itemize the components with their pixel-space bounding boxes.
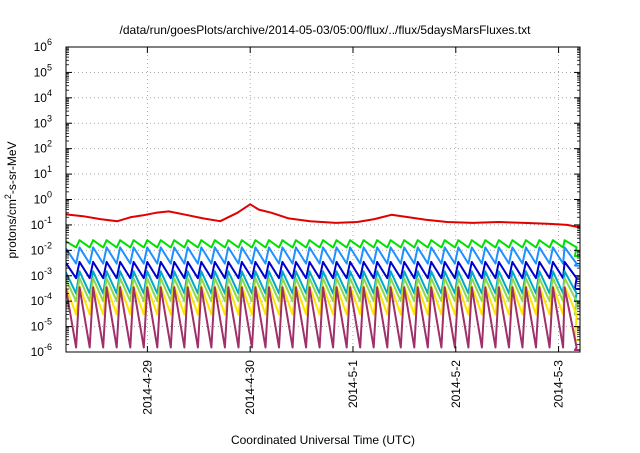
x-tick-label: 2014-5-1 [346,360,360,408]
y-tick-exponent: -3 [44,266,52,276]
x-axis-label: Coordinated Universal Time (UTC) [231,433,415,447]
y-axis-label: protons/cm2-s-sr-MeV [3,141,19,258]
y-tick-base: 10 [31,218,45,232]
y-tick-base: 10 [31,320,45,334]
y-tick-exponent: -4 [44,291,52,301]
y-tick-label: 105 [34,62,52,79]
series-line-5 [66,277,580,316]
x-tick-label: 2014-4-29 [140,360,154,415]
y-tick-label: 101 [34,164,52,181]
y-tick-base: 10 [34,167,48,181]
y-tick-exponent: -5 [44,317,52,327]
x-tick-label: 2014-5-3 [552,360,566,408]
y-tick-label: 106 [34,37,52,54]
y-tick-exponent: -1 [44,215,52,225]
y-tick-label: 10-3 [31,266,52,283]
y-tick-label: 102 [34,139,52,156]
y-axis-label-post: -s-sr-MeV [5,141,19,194]
y-tick-exponent: -6 [44,342,52,352]
series-line-3 [66,260,580,290]
series-line-1 [66,239,580,257]
series-line-4 [66,270,580,303]
y-tick-exponent: 1 [47,164,52,174]
series-line-2 [66,246,580,267]
chart-title: /data/run/goesPlots/archive/2014-05-03/0… [120,23,532,37]
y-tick-label: 100 [34,190,52,207]
y-tick-base: 10 [31,269,45,283]
y-tick-base: 10 [34,142,48,156]
y-tick-exponent: 5 [47,62,52,72]
series-line-7 [66,286,580,351]
x-tick-label: 2014-5-2 [449,360,463,408]
y-tick-exponent: 0 [47,190,52,200]
y-tick-exponent: 2 [47,139,52,149]
y-tick-base: 10 [34,91,48,105]
y-tick-label: 10-1 [31,215,52,232]
x-tick-label: 2014-4-30 [243,360,257,415]
y-tick-label: 10-6 [31,342,52,359]
series-line-0 [66,203,580,229]
y-axis-label-sup: 2 [3,194,13,199]
y-tick-base: 10 [34,193,48,207]
data-series [66,203,580,351]
y-tick-exponent: 3 [47,113,52,123]
y-tick-label: 10-2 [31,240,52,257]
y-tick-base: 10 [34,116,48,130]
y-axis-label-pre: protons/cm [5,199,19,258]
y-tick-base: 10 [34,65,48,79]
y-tick-label: 10-4 [31,291,52,308]
y-tick-label: 104 [34,88,52,105]
y-axis-ticks: 10-610-510-410-310-210-11001011021031041… [31,37,580,359]
y-tick-exponent: 6 [47,37,52,47]
x-axis-ticks: 2014-4-29 2014-4-30 2014-5-1 2014-5-2 2014-5… [140,47,566,415]
y-tick-exponent: 4 [47,88,52,98]
series-line-6 [66,284,580,341]
y-tick-base: 10 [31,294,45,308]
y-tick-base: 10 [31,243,45,257]
y-tick-base: 10 [34,40,48,54]
y-tick-label: 10-5 [31,317,52,334]
y-tick-base: 10 [31,345,45,359]
y-tick-exponent: -2 [44,240,52,250]
y-tick-label: 103 [34,113,52,130]
